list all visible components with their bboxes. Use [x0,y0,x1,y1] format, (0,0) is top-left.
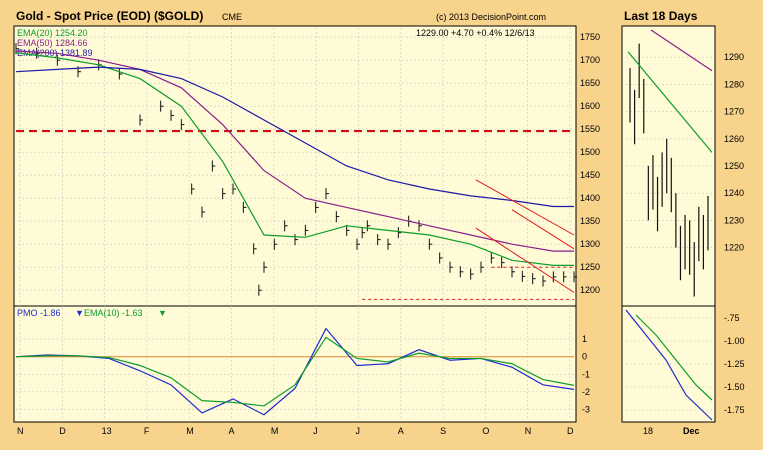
pmo-grid [16,338,574,410]
month-tick: 13 [102,426,112,436]
side-title: Last 18 Days [624,9,698,23]
price-y-tick: 1500 [580,147,600,157]
ema-line [15,50,574,252]
pmo-ema-line [15,336,575,407]
price-y-tick: 1450 [580,170,600,180]
month-tick: D [59,426,66,436]
ema-line [15,52,574,266]
side-y-tick: 1290 [724,52,744,62]
side-pmo-tick: -.75 [724,313,740,323]
side-pmo-tick: -1.50 [724,382,745,392]
price-y-tick: 1550 [580,124,600,134]
pmo-y-tick: -1 [582,369,590,379]
pmo-y-tick: 1 [582,334,587,344]
side-y-tick: 1280 [724,79,744,89]
side-y-tick: 1240 [724,188,744,198]
side-pmo-tick: -1.75 [724,405,745,415]
price-y-tick: 1600 [580,101,600,111]
side-x-tick: 18 [643,426,653,436]
pmo-y-tick: -2 [582,387,590,397]
side-pmo-tick: -1.25 [724,359,745,369]
side-y-tick: 1260 [724,134,744,144]
chart-marks: 1200 1250 1300 1350 1400 1450 1500 1550 1600 1650… [15,29,745,436]
side-y-tick: 1230 [724,215,744,225]
month-tick: M [186,426,194,436]
price-y-tick: 1200 [580,285,600,295]
price-y-tick: 1350 [580,216,600,226]
month-tick: D [567,426,574,436]
pmo-ema-arrow-down-icon: ▼ [158,308,167,318]
side-y-tick: 1220 [724,243,744,253]
month-tick: J [313,426,318,436]
side-y-tick: 1250 [724,161,744,171]
pmo-ema-label: EMA(10) -1.63 [84,308,143,318]
exchange-label: CME [222,12,242,22]
price-y-tick: 1300 [580,239,600,249]
side-x-tick: Dec [683,426,700,436]
side-pmo-ema-line [635,314,713,401]
price-grid [14,28,574,420]
side-pmo-line [625,309,713,421]
pmo-label: PMO -1.86 [17,308,61,318]
channel-mid-line [511,209,575,250]
month-tick: F [144,426,150,436]
channel-top-line [475,179,575,236]
ema50-label: EMA(50) 1284.66 [17,38,88,48]
side-y-tick: 1270 [724,107,744,117]
month-tick: N [525,426,532,436]
ema20-label: EMA(20) 1254.20 [17,28,88,38]
price-y-tick: 1700 [580,55,600,65]
ema-line [15,66,574,208]
chart-title: Gold - Spot Price (EOD) ($GOLD) [16,9,203,23]
price-y-tick: 1250 [580,262,600,272]
side-pmo-tick: -1.00 [724,336,745,346]
month-tick: J [355,426,360,436]
month-tick: S [440,426,446,436]
side-ema50-line [650,29,713,72]
month-tick: A [229,426,235,436]
pmo-y-tick: 0 [582,352,587,362]
month-tick: N [17,426,24,436]
price-panel [13,25,577,307]
channel-bottom-line [475,227,575,293]
month-tick: O [482,426,489,436]
quote-label: 1229.00 +4.70 +0.4% 12/6/13 [416,28,535,38]
month-tick: M [271,426,279,436]
month-tick: A [398,426,404,436]
price-y-tick: 1750 [580,32,600,42]
side-ema20-line [627,51,713,153]
price-y-tick: 1650 [580,78,600,88]
copyright-label: (c) 2013 DecisionPoint.com [436,12,546,22]
pmo-y-tick: -3 [582,404,590,414]
price-y-tick: 1400 [580,193,600,203]
pmo-arrow-down-icon: ▼ [75,308,84,318]
pmo-panel [13,305,577,423]
